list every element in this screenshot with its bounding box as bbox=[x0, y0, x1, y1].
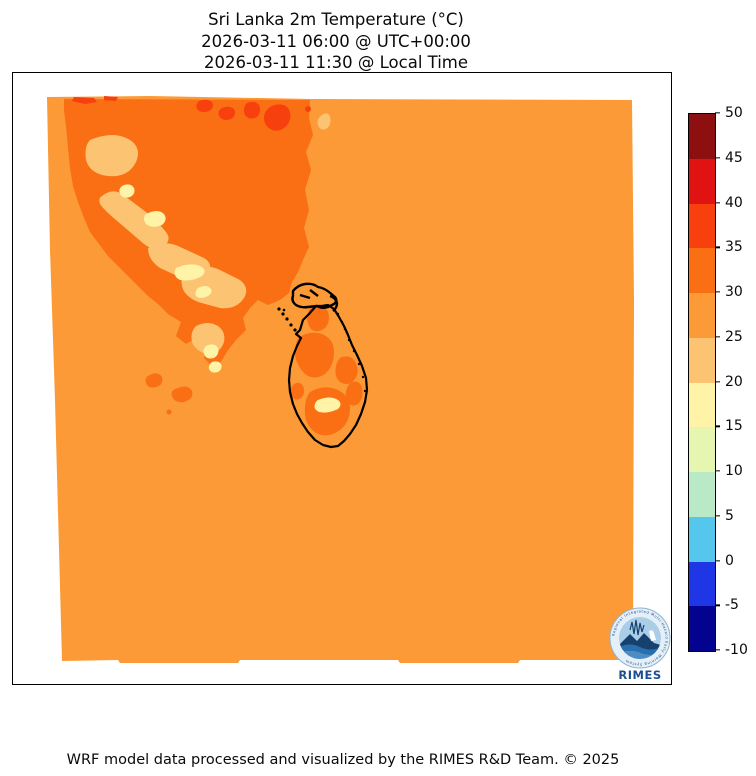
temp-region-hot-spot bbox=[72, 97, 97, 104]
colorbar-tick-label: 35 bbox=[725, 239, 743, 256]
adams-bridge-islets bbox=[277, 307, 297, 332]
rimes-logo-figure-icon bbox=[649, 630, 656, 641]
colorbar-tick-label: 45 bbox=[725, 149, 743, 166]
temp-region-patch bbox=[144, 211, 166, 227]
colorbar-tick bbox=[715, 649, 720, 651]
temp-region-patch bbox=[345, 381, 363, 406]
colorbar-tick-label: -10 bbox=[725, 642, 748, 658]
colorbar-band bbox=[689, 158, 715, 204]
colorbar-tick-label: -5 bbox=[725, 597, 739, 614]
colorbar-tick-label: 30 bbox=[725, 284, 743, 300]
rimes-logo-wordmark: RIMES bbox=[618, 668, 661, 682]
colorbar-tick-label: 0 bbox=[725, 552, 734, 569]
temp-region-hot-spot bbox=[305, 106, 311, 112]
colorbar-tick bbox=[715, 380, 720, 383]
title-line-local-time: 2026-03-11 11:30 @ Local Time bbox=[203, 53, 469, 72]
temp-region-patch bbox=[295, 332, 334, 378]
colorbar-tick-label: 10 bbox=[725, 463, 743, 479]
colorbar-band bbox=[689, 114, 715, 159]
colorbar-tick bbox=[715, 604, 720, 606]
colorbar-tick bbox=[715, 515, 720, 517]
sri-lanka-coastline bbox=[287, 303, 369, 449]
colorbar-band bbox=[689, 248, 715, 293]
colorbar-band bbox=[689, 382, 715, 428]
colorbar-tick bbox=[715, 425, 720, 427]
colorbar-tick bbox=[715, 336, 720, 338]
footer-credit: WRF model data processed and visualized … bbox=[66, 752, 620, 768]
temp-region-hot-spot bbox=[104, 96, 118, 101]
colorbar-tick-label: 50 bbox=[725, 105, 743, 121]
colorbar-band bbox=[689, 561, 715, 607]
figure-title-block: Sri Lanka 2m Temperature (°C) 2026-03-11… bbox=[201, 9, 471, 74]
temp-region-patch bbox=[208, 361, 222, 373]
colorbar-tick bbox=[715, 559, 720, 562]
coastline-speckles bbox=[336, 312, 367, 393]
temp-region-patch bbox=[171, 386, 193, 403]
colorbar-ticks: 50 45 40 35 30 25 20 15 10 5 0 -5 -10 bbox=[715, 105, 756, 658]
colorbar-band bbox=[689, 337, 715, 383]
colorbar-tick bbox=[715, 246, 720, 248]
temp-region-patch bbox=[99, 191, 169, 249]
colorbar-tick bbox=[715, 470, 720, 472]
colorbar-band bbox=[689, 427, 715, 472]
temp-region-hot-spot bbox=[218, 106, 235, 120]
temp-region-patch bbox=[85, 135, 138, 177]
rimes-logo-seismograph-icon bbox=[629, 619, 645, 636]
temp-region-patch bbox=[203, 344, 219, 359]
temp-region-patch bbox=[317, 113, 331, 130]
temp-region-hot-spot bbox=[243, 101, 261, 119]
temp-region-patch bbox=[314, 397, 341, 413]
temp-region-hot-spot bbox=[264, 104, 291, 131]
colorbar-tick-label: 20 bbox=[725, 373, 743, 390]
colorbar-band bbox=[689, 606, 715, 651]
temp-region-patch bbox=[307, 305, 329, 332]
title-line-utc-time: 2026-03-11 06:00 @ UTC+00:00 bbox=[201, 31, 471, 51]
colorbar-tick bbox=[715, 201, 720, 204]
colorbar-tick-label: 40 bbox=[725, 194, 743, 211]
colorbar-tick bbox=[715, 291, 720, 293]
title-line-variable: Sri Lanka 2m Temperature (°C) bbox=[208, 10, 464, 29]
colorbar-tick bbox=[715, 112, 720, 114]
temp-region-patch bbox=[195, 286, 212, 298]
temp-region-patch bbox=[119, 184, 135, 198]
colorbar-tick-label: 15 bbox=[725, 418, 743, 435]
colorbar-tick-label: 25 bbox=[725, 328, 743, 345]
jaffna-peninsula-outline bbox=[291, 282, 339, 312]
colorbar-tick-label: 5 bbox=[725, 507, 734, 524]
temp-region-patch bbox=[166, 409, 172, 415]
rimes-logo: Regional Integrated Multi-Hazard Early W… bbox=[609, 607, 671, 682]
colorbar-band bbox=[689, 516, 715, 562]
temp-region-patch bbox=[290, 382, 305, 400]
colorbar bbox=[688, 113, 716, 652]
colorbar-band bbox=[689, 203, 715, 249]
colorbar-band bbox=[689, 472, 715, 517]
temp-region-hot-spot bbox=[196, 99, 213, 113]
temp-region-patch bbox=[145, 373, 163, 388]
colorbar-tick bbox=[715, 157, 720, 159]
colorbar-band bbox=[689, 293, 715, 338]
temp-region-patch bbox=[335, 356, 358, 384]
temp-region-patch bbox=[174, 264, 205, 281]
rimes-logo-wave-icon bbox=[619, 644, 661, 655]
